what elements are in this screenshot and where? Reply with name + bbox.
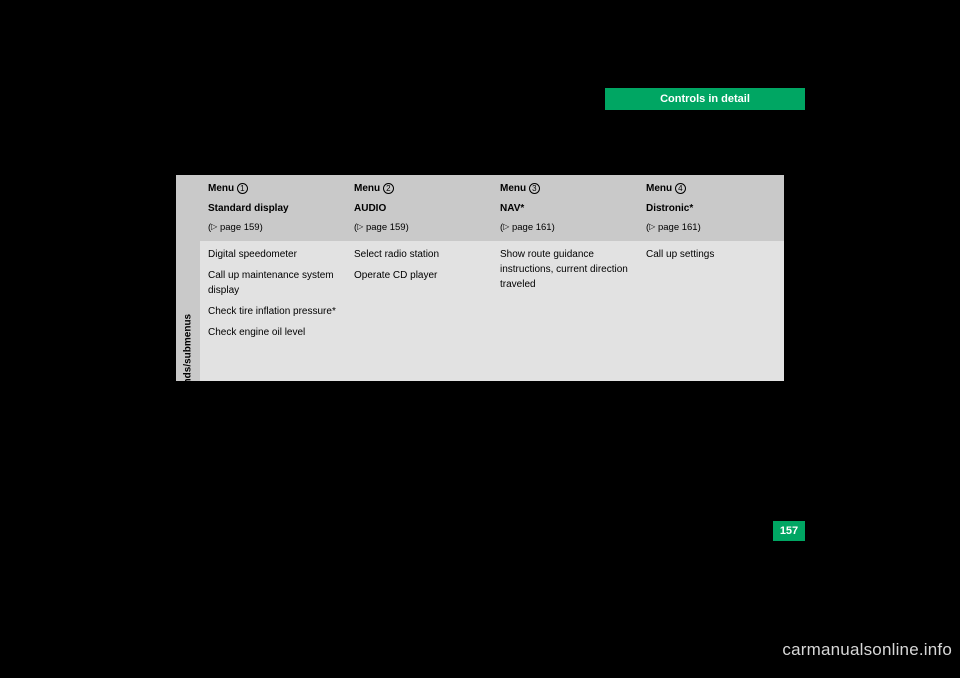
page-ref: page 161 [658, 222, 698, 233]
menu-header-3: Menu 3 NAV* (▷ page 161) [492, 175, 638, 241]
side-label-header-spacer [176, 175, 200, 241]
menu-number-icon: 1 [237, 183, 248, 194]
page-number: 157 [780, 525, 798, 537]
menu-header-4: Menu 4 Distronic* (▷ page 161) [638, 175, 784, 241]
triangle-icon: ▷ [357, 221, 363, 233]
menu-number-icon: 2 [383, 183, 394, 194]
menu-ref: (▷ page 161) [500, 221, 630, 235]
triangle-icon: ▷ [649, 221, 655, 233]
command-item: Digital speedometer [208, 247, 338, 262]
side-label-text: Commands/submenus [183, 314, 194, 421]
menu-commands-1: Digital speedometer Call up maintenance … [200, 241, 346, 381]
command-item: Select radio station [354, 247, 484, 262]
section-title: Controls in detail [660, 93, 750, 105]
page-ref: page 159 [366, 222, 406, 233]
page-ref: page 161 [512, 222, 552, 233]
section-header: Controls in detail [605, 88, 805, 110]
menu-table: Menu 1 Standard display (▷ page 159) Men… [176, 175, 784, 381]
command-item: Show route guidance instructions, curren… [500, 247, 630, 292]
menu-ref: (▷ page 159) [208, 221, 338, 235]
side-label-cell: Commands/submenus [176, 241, 200, 381]
menu-title: Standard display [208, 201, 338, 216]
triangle-icon: ▷ [503, 221, 509, 233]
menu-header-2: Menu 2 AUDIO (▷ page 159) [346, 175, 492, 241]
table-header-row: Menu 1 Standard display (▷ page 159) Men… [176, 175, 784, 241]
command-item: Call up settings [646, 247, 776, 262]
menu-number-icon: 3 [529, 183, 540, 194]
watermark: carmanualsonline.info [782, 640, 952, 660]
menu-label: Menu [646, 183, 672, 194]
menu-label: Menu [208, 183, 234, 194]
menu-commands-4: Call up settings [638, 241, 784, 381]
triangle-icon: ▷ [211, 221, 217, 233]
command-item: Operate CD player [354, 268, 484, 283]
menu-title: Distronic* [646, 201, 776, 216]
menu-ref: (▷ page 161) [646, 221, 776, 235]
command-item: Check engine oil level [208, 325, 338, 340]
page-number-badge: 157 [773, 521, 805, 541]
command-item: Check tire inflation pressure* [208, 304, 338, 319]
table-body-row: Commands/submenus Digital speedometer Ca… [176, 241, 784, 381]
menu-title: NAV* [500, 201, 630, 216]
page-ref: page 159 [220, 222, 260, 233]
menu-number-icon: 4 [675, 183, 686, 194]
menu-label: Menu [500, 183, 526, 194]
menu-commands-3: Show route guidance instructions, curren… [492, 241, 638, 381]
menu-ref: (▷ page 159) [354, 221, 484, 235]
menu-header-1: Menu 1 Standard display (▷ page 159) [200, 175, 346, 241]
menu-title: AUDIO [354, 201, 484, 216]
command-item: Call up maintenance system display [208, 268, 338, 298]
menu-label: Menu [354, 183, 380, 194]
menu-commands-2: Select radio station Operate CD player [346, 241, 492, 381]
